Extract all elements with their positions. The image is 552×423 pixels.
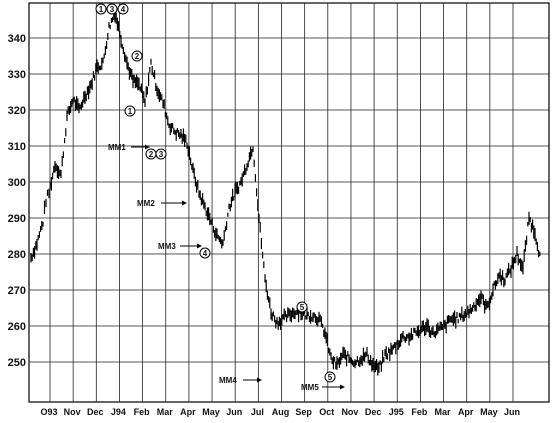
x-tick-label: Dec: [87, 407, 104, 417]
vertical-gridlines: [49, 3, 514, 402]
annotation-label-mm3: MM3: [158, 242, 176, 251]
wave-label: 4: [121, 5, 126, 14]
x-tick-label: J95: [389, 407, 404, 417]
y-tick-label: 330: [8, 69, 26, 81]
y-tick-label: 290: [8, 213, 26, 225]
wave-circle: [199, 247, 211, 259]
y-tick-label: 310: [8, 141, 26, 153]
wave-circle: [117, 3, 129, 15]
wave-label: 5: [300, 303, 305, 312]
wave-circle: [124, 105, 136, 117]
x-tick-label: Sep: [295, 407, 312, 417]
x-tick-label: May: [202, 407, 220, 417]
wave-label: 5: [328, 373, 333, 382]
x-tick-label: Aug: [272, 407, 290, 417]
x-tick-label: J94: [111, 407, 126, 417]
x-tick-label: May: [480, 407, 498, 417]
wave-label: 3: [110, 5, 115, 14]
x-tick-label: Jun: [226, 407, 242, 417]
wave-circle: [106, 3, 118, 15]
x-tick-label: Apr: [458, 407, 474, 417]
y-tick-label: 260: [8, 321, 26, 333]
wave-label: 2: [149, 150, 154, 159]
y-tick-label: 280: [8, 249, 26, 261]
x-tick-label: Mar: [435, 407, 452, 417]
wave-label: 4: [203, 249, 208, 258]
x-tick-label: Dec: [365, 407, 382, 417]
x-tick-label: Feb: [411, 407, 428, 417]
x-tick-label: Jul: [251, 407, 264, 417]
annotation-label-mm1: MM1: [108, 143, 126, 152]
horizontal-gridlines: [29, 37, 549, 363]
x-tick-label: Feb: [134, 407, 151, 417]
x-tick-label: Oct: [319, 407, 334, 417]
x-axis-tick-labels: O93 Nov Dec J94 Feb Mar Apr May Jun Jul Aug Sep Oct N…: [40, 407, 520, 417]
x-tick-label: Mar: [157, 407, 174, 417]
wave-circle: [131, 50, 143, 62]
wave-circle: [324, 371, 336, 383]
annotation-arrowhead: [182, 200, 187, 206]
x-tick-label: Nov: [341, 407, 358, 417]
wave-label: 1: [99, 5, 104, 14]
y-tick-label: 320: [8, 105, 26, 117]
annotation-arrowhead: [340, 384, 345, 390]
y-tick-label: 250: [8, 357, 26, 369]
y-tick-label: 270: [8, 285, 26, 297]
wave-circle: [296, 301, 308, 313]
y-tick-label: 300: [8, 177, 26, 189]
annotation-arrowhead: [257, 377, 262, 383]
x-tick-label: Apr: [180, 407, 196, 417]
wave-label: 1: [128, 107, 133, 116]
wave-circle: [95, 3, 107, 15]
wave-label: 3: [159, 150, 164, 159]
annotation-label-mm2: MM2: [137, 199, 155, 208]
annotation-arrowhead: [197, 243, 202, 249]
annotation-label-mm4: MM4: [219, 376, 237, 385]
x-tick-label: Nov: [64, 407, 81, 417]
y-axis-tick-labels: 250 260 270 280 290 300 310 320 330 340: [8, 33, 26, 369]
wave-circle: [155, 148, 167, 160]
annotation-arrowhead: [145, 144, 150, 150]
plot-frame: [28, 2, 550, 403]
annotation-label-mm5: MM5: [301, 383, 319, 392]
y-tick-label: 340: [8, 33, 26, 45]
wave-label: 2: [135, 52, 140, 61]
x-tick-label: O93: [40, 407, 57, 417]
x-tick-label: Jun: [504, 407, 520, 417]
price-bars: [30, 11, 541, 376]
